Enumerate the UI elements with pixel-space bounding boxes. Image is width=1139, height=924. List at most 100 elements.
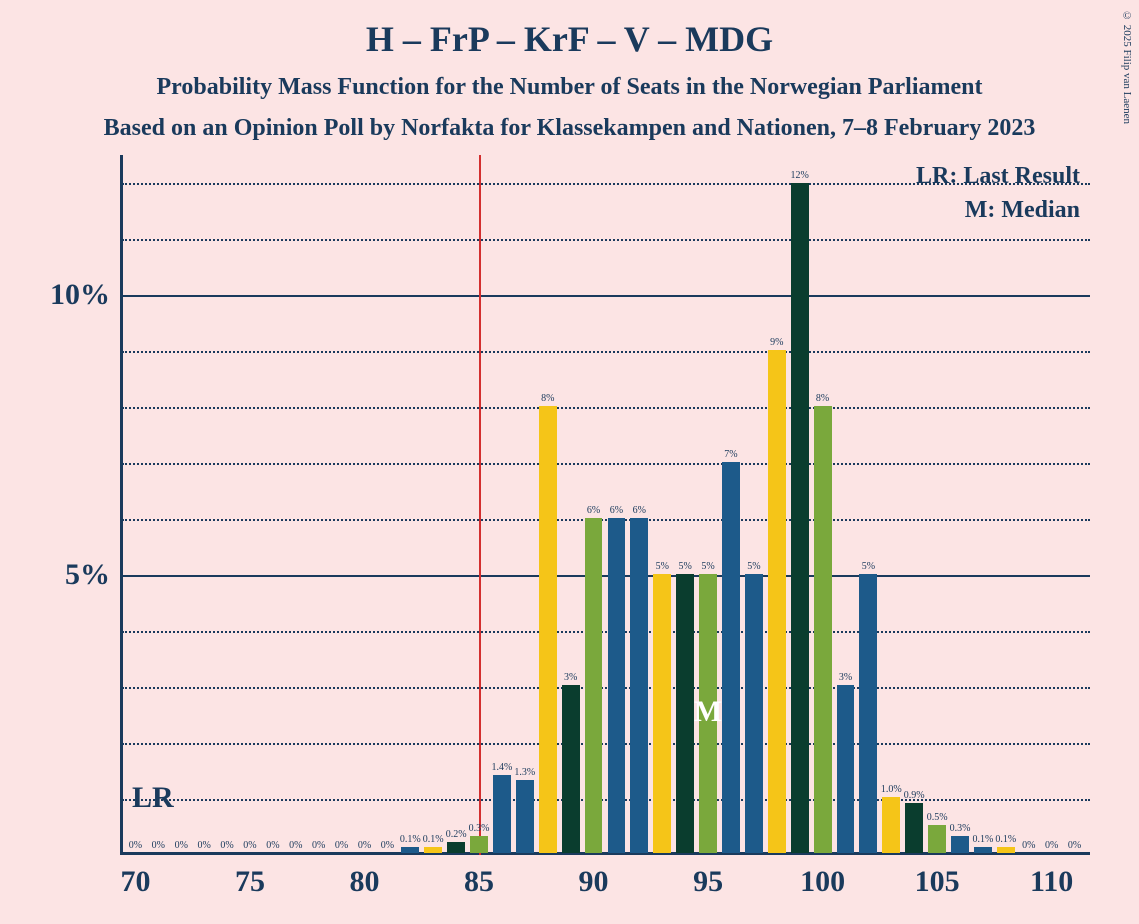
x-tick-105: 105 <box>915 865 960 899</box>
bar-label-90: 6% <box>587 505 600 516</box>
bar-92 <box>630 518 648 853</box>
bar-label-103: 1.0% <box>881 784 902 795</box>
bar-label-97: 5% <box>747 561 760 572</box>
bar-label-71: 0% <box>152 840 165 851</box>
grid-major <box>122 295 1090 297</box>
x-tick-100: 100 <box>800 865 845 899</box>
bar-91 <box>608 518 626 853</box>
bar-105 <box>928 825 946 853</box>
chart-subtitle-1: Probability Mass Function for the Number… <box>0 60 1139 101</box>
chart-plot-area: LR: Last Result M: Median 0% 0% 0% 0% 0% 0% 0%… <box>120 155 1090 855</box>
bar-label-107: 0.1% <box>973 834 994 845</box>
bar-97 <box>745 574 763 853</box>
lr-reference-line <box>479 155 481 855</box>
bar-label-105: 0.5% <box>927 812 948 823</box>
bar-96 <box>722 462 740 853</box>
bar-88 <box>539 406 557 853</box>
bar-83 <box>424 847 442 853</box>
bar-label-85: 0.3% <box>469 823 490 834</box>
bar-label-80: 0% <box>358 840 371 851</box>
grid-minor <box>122 743 1090 745</box>
bar-85 <box>470 836 488 853</box>
bar-label-70: 0% <box>129 840 142 851</box>
bar-label-99: 12% <box>791 170 809 181</box>
bar-label-87: 1.3% <box>514 767 535 778</box>
bar-label-83: 0.1% <box>423 834 444 845</box>
bar-label-111: 0% <box>1068 840 1081 851</box>
x-tick-70: 70 <box>120 865 150 899</box>
bar-label-102: 5% <box>862 561 875 572</box>
bar-label-100: 8% <box>816 393 829 404</box>
bar-label-82: 0.1% <box>400 834 421 845</box>
x-tick-95: 95 <box>693 865 723 899</box>
bar-100 <box>814 406 832 853</box>
bar-label-81: 0% <box>381 840 394 851</box>
bar-103 <box>882 797 900 853</box>
lr-axis-label: LR <box>132 781 174 815</box>
bar-label-74: 0% <box>220 840 233 851</box>
bar-label-91: 6% <box>610 505 623 516</box>
bar-label-109: 0% <box>1022 840 1035 851</box>
bar-86 <box>493 775 511 853</box>
bar-label-95: 5% <box>701 561 714 572</box>
chart-title: H – FrP – KrF – V – MDG <box>0 0 1139 60</box>
bar-label-88: 8% <box>541 393 554 404</box>
bar-label-104: 0.9% <box>904 790 925 801</box>
bar-label-110: 0% <box>1045 840 1058 851</box>
bar-label-78: 0% <box>312 840 325 851</box>
y-tick-10: 10% <box>50 278 110 312</box>
grid-major <box>122 575 1090 577</box>
bar-label-75: 0% <box>243 840 256 851</box>
bar-label-79: 0% <box>335 840 348 851</box>
bar-label-86: 1.4% <box>492 762 513 773</box>
median-marker: M <box>694 695 722 729</box>
bar-107 <box>974 847 992 853</box>
bar-label-72: 0% <box>175 840 188 851</box>
grid-minor <box>122 799 1090 801</box>
grid-minor <box>122 631 1090 633</box>
bar-99 <box>791 183 809 853</box>
bar-106 <box>951 836 969 853</box>
bar-label-101: 3% <box>839 672 852 683</box>
grid-minor <box>122 463 1090 465</box>
bar-94 <box>676 574 694 853</box>
bar-label-106: 0.3% <box>950 823 971 834</box>
x-tick-85: 85 <box>464 865 494 899</box>
bar-label-77: 0% <box>289 840 302 851</box>
grid-minor <box>122 239 1090 241</box>
bar-label-98: 9% <box>770 337 783 348</box>
x-tick-90: 90 <box>579 865 609 899</box>
x-tick-75: 75 <box>235 865 265 899</box>
grid-minor <box>122 687 1090 689</box>
bar-label-92: 6% <box>633 505 646 516</box>
bar-101 <box>837 685 855 853</box>
bar-87 <box>516 780 534 853</box>
bar-93 <box>653 574 671 853</box>
grid-minor <box>122 407 1090 409</box>
bar-label-93: 5% <box>656 561 669 572</box>
bar-82 <box>401 847 419 853</box>
y-tick-5: 5% <box>65 558 110 592</box>
grid-minor <box>122 351 1090 353</box>
copyright-label: © 2025 Filip van Laenen <box>1121 10 1133 124</box>
bar-label-89: 3% <box>564 672 577 683</box>
grid-minor <box>122 519 1090 521</box>
bar-84 <box>447 842 465 853</box>
bar-label-73: 0% <box>197 840 210 851</box>
legend-m: M: Median <box>965 197 1080 224</box>
bar-104 <box>905 803 923 853</box>
y-axis-line <box>120 155 123 855</box>
bar-98 <box>768 350 786 853</box>
bar-90 <box>585 518 603 853</box>
chart-subtitle-2: Based on an Opinion Poll by Norfakta for… <box>0 101 1139 142</box>
x-tick-110: 110 <box>1030 865 1073 899</box>
bar-label-94: 5% <box>678 561 691 572</box>
legend-lr: LR: Last Result <box>916 163 1080 190</box>
bar-label-76: 0% <box>266 840 279 851</box>
bar-label-108: 0.1% <box>995 834 1016 845</box>
bar-label-96: 7% <box>724 449 737 460</box>
bar-102 <box>859 574 877 853</box>
bar-89 <box>562 685 580 853</box>
bar-label-84: 0.2% <box>446 829 467 840</box>
bar-108 <box>997 847 1015 853</box>
